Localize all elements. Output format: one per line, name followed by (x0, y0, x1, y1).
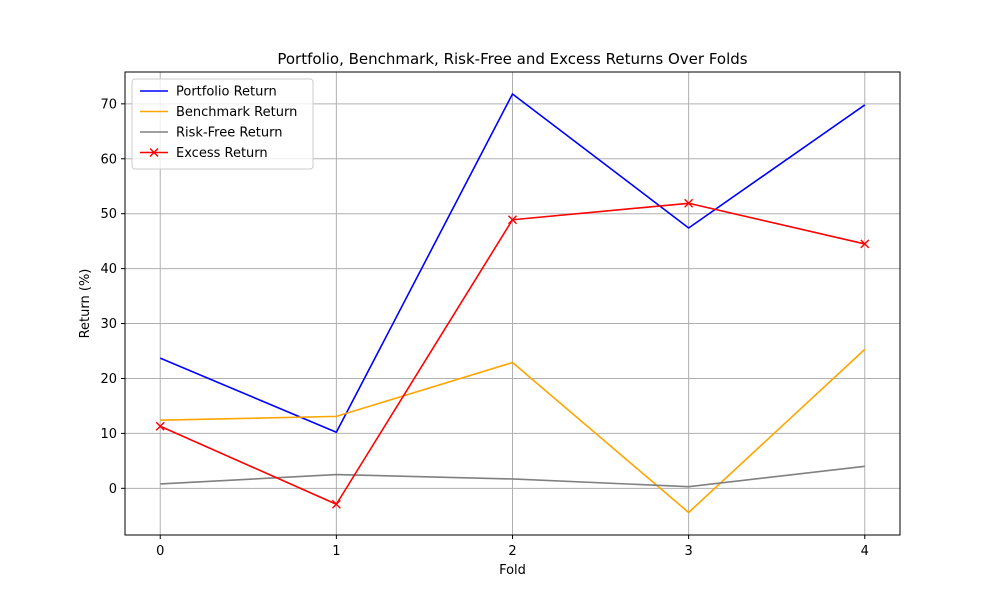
y-tick-label: 50 (100, 207, 117, 222)
x-tick-label: 0 (156, 544, 164, 559)
data-point-excess-return (155, 421, 165, 431)
grid-lines (125, 72, 900, 535)
data-point-excess-return (860, 239, 870, 249)
legend-box (131, 78, 314, 170)
data-point-excess-return (684, 198, 694, 208)
y-tick-label: 40 (100, 262, 117, 277)
x-tick-label: 2 (508, 544, 516, 559)
y-tick-label: 30 (100, 317, 117, 332)
legend-item-benchmark-return: Benchmark Return (140, 105, 297, 120)
series-line-portfolio-return (159, 93, 866, 434)
legend: Portfolio Return Benchmark Return Risk-Fre… (131, 78, 314, 170)
y-tick-label: 0 (109, 482, 117, 497)
legend-item-risk-free-return: Risk-Free Return (140, 126, 283, 141)
x-tick-label: 4 (861, 544, 869, 559)
legend-item-excess-return: Excess Return (140, 146, 268, 161)
y-tick-label: 70 (100, 97, 117, 112)
chart-title: Portfolio, Benchmark, Risk-Free and Exce… (277, 50, 747, 68)
y-tick-label: 60 (100, 152, 117, 167)
legend-item-portfolio-return: Portfolio Return (140, 85, 277, 100)
series-line-benchmark-return (160, 348, 866, 514)
y-tick-label: 20 (100, 372, 117, 387)
x-axis-label: Fold (499, 563, 526, 578)
data-point-excess-return (508, 215, 517, 225)
data-point-excess-return (331, 499, 341, 509)
legend-label: Risk-Free Return (176, 126, 283, 141)
legend-label: Portfolio Return (176, 85, 277, 100)
legend-label: Benchmark Return (176, 105, 297, 120)
y-tick-label: 10 (100, 427, 117, 442)
legend-label: Excess Return (176, 146, 268, 161)
series-layer (155, 93, 870, 514)
y-axis-label: Return (%) (78, 269, 93, 339)
x-tick-label: 3 (684, 544, 692, 559)
x-tick-label: 1 (332, 544, 340, 559)
